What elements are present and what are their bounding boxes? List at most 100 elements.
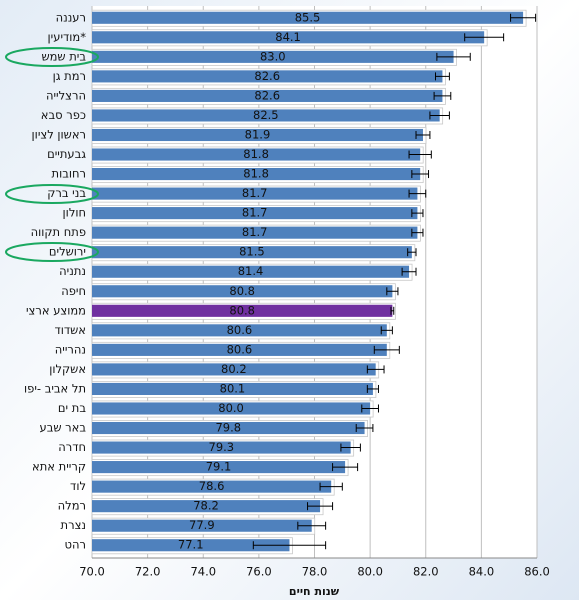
highlight-ellipse [5,242,99,262]
marks: רעננה 85.5 מודיעין* 84.1 בית שמש 83.0 רמת גן 82… [24,9,537,555]
y-tick-label: הרצלייה [46,88,86,102]
error-bar [436,52,471,61]
bar [92,363,376,376]
y-tick-label: קריית אתא [32,460,86,474]
bar [92,207,418,220]
x-tick-label: 70.0 [79,565,105,579]
value-label: 80.6 [227,342,253,356]
error-bar [380,326,393,335]
y-tick-label: נתניה [59,264,86,278]
error-bar [415,130,431,139]
y-tick-label: חדרה [58,440,86,454]
error-bar [319,482,343,491]
y-tick-label: מודיעין* [48,30,87,44]
error-bar [411,170,430,179]
value-label: 84.1 [275,30,301,44]
bar [92,304,393,317]
value-label: 77.1 [178,538,204,552]
value-label: 80.8 [229,284,255,298]
bar [92,89,443,102]
highlight-ellipse [5,47,99,67]
value-label: 79.1 [206,460,232,474]
y-tick-label: רמת גן [53,69,86,83]
value-label: 82.6 [254,88,280,102]
error-bar [429,111,450,120]
bar [92,148,421,161]
bar [92,343,387,356]
error-bar [340,443,361,452]
bar [92,11,524,24]
x-tick-label: 74.0 [190,565,216,579]
y-tick-label: תל אביב -יפו [24,381,86,395]
bar [92,519,312,532]
error-bar [373,345,400,354]
value-label: 85.5 [295,10,321,24]
bar [92,382,373,396]
error-bar [390,306,395,315]
value-label: 79.8 [215,421,241,435]
error-bar [332,463,359,472]
error-bar [297,521,327,530]
y-tick-label: אשדוד [54,323,86,337]
error-bar [252,541,327,550]
x-tick-label: 80.0 [357,565,383,579]
bar [92,441,351,454]
y-tick-label: גבעתיים [47,147,86,161]
y-tick-label: אשקלון [49,362,86,376]
bar [92,285,393,298]
bar [92,167,421,181]
bar [92,500,321,513]
y-tick-label: לוד [70,479,86,493]
bar [92,50,454,63]
bar [92,31,485,44]
error-bar [307,502,334,511]
value-label: 81.7 [242,186,268,200]
error-bar [401,267,417,276]
y-tick-label: ממוצע ארצי [26,303,86,317]
error-bar [510,13,537,22]
value-label: 81.8 [243,147,269,161]
value-label: 82.5 [253,108,279,122]
value-label: 77.9 [189,518,215,532]
error-bar [408,189,427,198]
error-bar [408,150,432,159]
error-bar [366,365,385,374]
bar [92,539,290,552]
error-bar [411,228,424,237]
y-tick-label: נהרייה [55,342,86,356]
bar [92,246,412,259]
bar [92,265,410,278]
y-tick-label: בת ים [58,401,86,415]
y-tick-label: בני ברק [47,186,86,200]
value-label: 80.0 [218,401,244,415]
value-label: 80.6 [227,323,253,337]
error-bar [434,72,450,81]
error-bar [411,209,424,218]
value-label: 80.1 [220,381,246,395]
y-tick-label: ראשון לציון [32,127,86,141]
bar [92,187,418,200]
y-tick-label: כפר סבא [41,108,86,122]
value-label: 81.9 [245,127,271,141]
error-bar [355,424,374,433]
error-bar [361,404,379,413]
y-tick-label: חיפה [61,284,86,298]
bar [92,402,371,415]
value-label: 80.2 [221,362,247,376]
bar [92,461,346,474]
y-tick-label: באר שבע [40,421,87,435]
value-label: 83.0 [260,49,286,63]
bar [92,109,440,122]
x-tick-label: 82.0 [413,565,439,579]
error-bar [366,384,379,393]
highlight-ellipse [5,184,99,204]
value-label: 79.3 [209,440,235,454]
value-label: 80.8 [229,303,255,317]
y-tick-label: רעננה [56,10,86,24]
x-tick-label: 76.0 [246,565,272,579]
y-tick-label: ירושלים [49,245,86,259]
x-tick-label: 86.0 [524,565,550,579]
value-label: 82.6 [254,69,280,83]
value-label: 78.2 [193,499,219,513]
y-tick-label: נצרת [61,518,86,532]
